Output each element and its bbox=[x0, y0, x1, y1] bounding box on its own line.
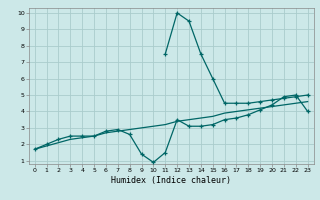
X-axis label: Humidex (Indice chaleur): Humidex (Indice chaleur) bbox=[111, 176, 231, 185]
